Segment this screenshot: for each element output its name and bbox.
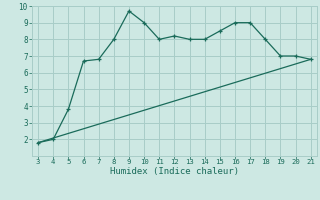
X-axis label: Humidex (Indice chaleur): Humidex (Indice chaleur) [110, 167, 239, 176]
